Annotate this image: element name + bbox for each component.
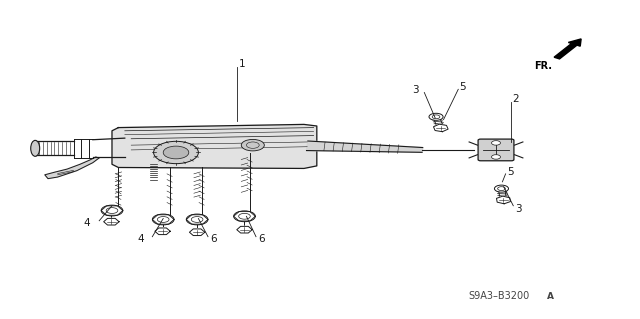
Text: 5: 5 — [460, 82, 466, 92]
FancyArrow shape — [554, 39, 581, 59]
Text: S9A3–B3200: S9A3–B3200 — [468, 292, 530, 301]
Circle shape — [495, 185, 509, 192]
Text: 3: 3 — [413, 85, 419, 95]
Circle shape — [241, 139, 264, 151]
Text: 1: 1 — [239, 59, 245, 69]
Circle shape — [429, 113, 443, 120]
Circle shape — [101, 205, 123, 216]
FancyBboxPatch shape — [478, 139, 514, 161]
Circle shape — [152, 214, 174, 225]
Text: FR.: FR. — [534, 61, 552, 70]
Ellipse shape — [31, 140, 40, 156]
Text: 6: 6 — [210, 234, 216, 244]
Text: 6: 6 — [258, 234, 264, 244]
Text: 4: 4 — [83, 218, 90, 228]
Polygon shape — [45, 157, 99, 179]
Polygon shape — [237, 226, 252, 233]
Circle shape — [163, 146, 189, 159]
Circle shape — [186, 214, 208, 225]
Polygon shape — [307, 141, 423, 152]
Polygon shape — [155, 228, 170, 234]
Text: 3: 3 — [515, 204, 522, 214]
Polygon shape — [112, 124, 317, 168]
Polygon shape — [104, 219, 119, 225]
Circle shape — [492, 155, 500, 159]
Text: 5: 5 — [507, 167, 513, 177]
Polygon shape — [189, 229, 205, 235]
Circle shape — [234, 211, 255, 222]
Polygon shape — [433, 124, 448, 132]
Text: 4: 4 — [138, 234, 144, 244]
Polygon shape — [497, 196, 511, 204]
Text: A: A — [547, 293, 554, 301]
Circle shape — [492, 141, 500, 145]
Circle shape — [154, 141, 198, 164]
Text: 2: 2 — [512, 94, 518, 104]
